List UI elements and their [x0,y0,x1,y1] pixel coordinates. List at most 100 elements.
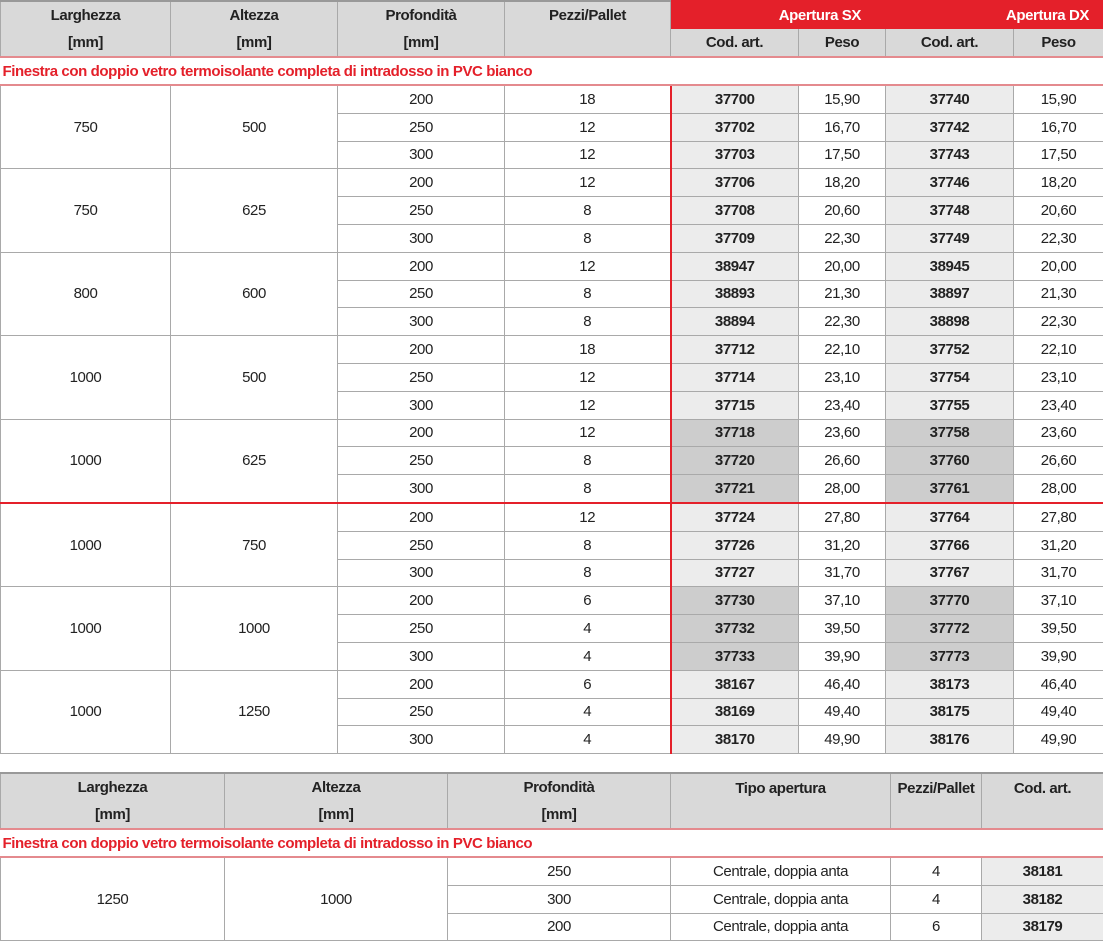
cell-cod-dx: 38898 [885,307,1015,337]
cell-altezza: 625 [170,418,338,504]
cell-cod-sx: 37732 [669,614,799,643]
cell-cod-sx: 37714 [669,362,799,392]
header-unit: [mm] [337,29,505,58]
cell-larghezza: 800 [0,251,171,337]
cell-cod-sx: 38947 [669,251,799,281]
cell-peso-sx: 16,70 [797,112,887,142]
header-unit: [mm] [224,801,448,830]
cell-tipo-apertura: Centrale, doppia anta [670,856,891,886]
header-larghezza: Larghezza [0,0,171,29]
cell-peso-dx: 31,20 [1013,530,1103,560]
header-altezza: Altezza [224,772,448,801]
cell-tipo-apertura: Centrale, doppia anta [670,884,891,914]
cell-profondita: 300 [337,725,505,755]
cell-altezza: 750 [170,501,338,588]
cell-larghezza: 1000 [0,501,171,588]
cell-pezzi: 6 [504,586,671,616]
cell-peso-dx: 49,40 [1013,697,1103,727]
cell-cod-dx: 37752 [885,335,1015,364]
table-row: 300 4 38170 49,90 38176 49,90 [1,725,1103,755]
cell-peso-dx: 37,10 [1013,586,1103,616]
cell-cod-dx: 37755 [885,390,1015,420]
cell-cod-dx: 37740 [885,84,1015,114]
cell-profondita: 250 [447,856,671,886]
cell-cod-dx: 37749 [885,223,1015,253]
cell-cod-dx: 38176 [885,725,1015,755]
cell-cod-sx: 37700 [669,84,799,114]
cell-peso-dx: 28,00 [1013,474,1103,504]
product-table-main: Larghezza Altezza Profondità Pezzi/Palle… [0,0,1103,755]
cell-cod-sx: 38170 [669,725,799,755]
header-cod-dx: Cod. art. [885,29,1015,58]
cell-cod-sx: 37730 [669,586,799,616]
table-row: 750 500 200 18 37700 15,90 37740 15,90 [0,84,1103,170]
header-cod: Cod. art. [981,772,1103,829]
cell-pezzi: 8 [504,474,671,504]
cell-pezzi: 4 [504,725,671,755]
cell-larghezza: 1000 [0,418,171,504]
cell-peso-sx: 18,20 [797,168,887,198]
table-row: 800 600 200 12 38947 20,00 38945 20,00 [0,251,1103,337]
cell-cod-dx: 37764 [885,501,1015,532]
cell-profondita: 200 [337,586,505,616]
cell-altezza: 1250 [170,669,338,755]
cell-pezzi: 4 [504,641,671,671]
cell-peso-dx: 27,80 [1013,501,1103,532]
cell-cod-dx: 37772 [885,614,1015,643]
cell-cod-dx: 37761 [885,474,1015,504]
cell-cod-sx: 38893 [669,279,799,309]
cell-profondita: 300 [337,558,505,588]
cell-peso-sx: 37,10 [797,586,887,616]
cell-profondita: 200 [447,912,671,942]
cell-peso-dx: 23,60 [1013,418,1103,448]
table-row: 300 8 37727 31,70 37767 31,70 [1,558,1103,588]
header-peso-sx: Peso [797,29,887,58]
cell-profondita: 200 [337,418,505,448]
cell-profondita: 250 [337,697,505,727]
cell-peso-dx: 21,30 [1013,279,1103,309]
cell-profondita: 300 [447,884,671,914]
cell-peso-dx: 23,40 [1013,390,1103,420]
cell-peso-sx: 20,00 [797,251,887,281]
table-row: 300 8 37721 28,00 37761 28,00 [1,474,1103,504]
cell-peso-sx: 31,20 [797,530,887,560]
header-unit: [mm] [447,801,671,830]
section-subtitle: Finestra con doppio vetro termoisolante … [0,828,1103,858]
cell-pezzi: 4 [890,884,982,914]
cell-profondita: 300 [337,223,505,253]
cell-cod-sx: 37718 [669,418,799,448]
cell-peso-sx: 21,30 [797,279,887,309]
cell-profondita: 300 [337,140,505,170]
cell-pezzi: 4 [504,614,671,643]
cell-cod-dx: 38175 [885,697,1015,727]
cell-peso-dx: 17,50 [1013,140,1103,170]
cell-cod-sx: 37726 [669,530,799,560]
cell-pezzi: 8 [504,307,671,337]
cell-profondita: 250 [337,530,505,560]
cell-peso-sx: 23,10 [797,362,887,392]
cell-cod-dx: 37760 [885,446,1015,476]
cell-pezzi: 18 [504,84,671,114]
cell-peso-dx: 31,70 [1013,558,1103,588]
cell-altezza: 625 [170,168,338,253]
table-row: 250 12 37702 16,70 37742 16,70 [1,112,1103,142]
cell-pezzi: 12 [504,251,671,281]
cell-pezzi: 12 [504,418,671,448]
cell-peso-dx: 18,20 [1013,168,1103,198]
cell-cod-dx: 37742 [885,112,1015,142]
cell-altezza: 1000 [170,586,338,671]
cell-peso-sx: 23,60 [797,418,887,448]
cell-profondita: 250 [337,279,505,309]
cell-peso-sx: 26,60 [797,446,887,476]
header-altezza: Altezza [170,0,338,29]
cell-peso-dx: 23,10 [1013,362,1103,392]
header-profondita: Profondità [447,772,671,801]
cell-cod-dx: 38897 [885,279,1015,309]
cell-pezzi: 8 [504,279,671,309]
cell-peso-sx: 15,90 [797,84,887,114]
cell-pezzi: 6 [504,669,671,699]
cell-pezzi: 8 [504,223,671,253]
cell-altezza: 600 [170,251,338,337]
table-row: 200 Centrale, doppia anta 6 38179 [1,912,1103,942]
cell-peso-sx: 27,80 [797,501,887,532]
